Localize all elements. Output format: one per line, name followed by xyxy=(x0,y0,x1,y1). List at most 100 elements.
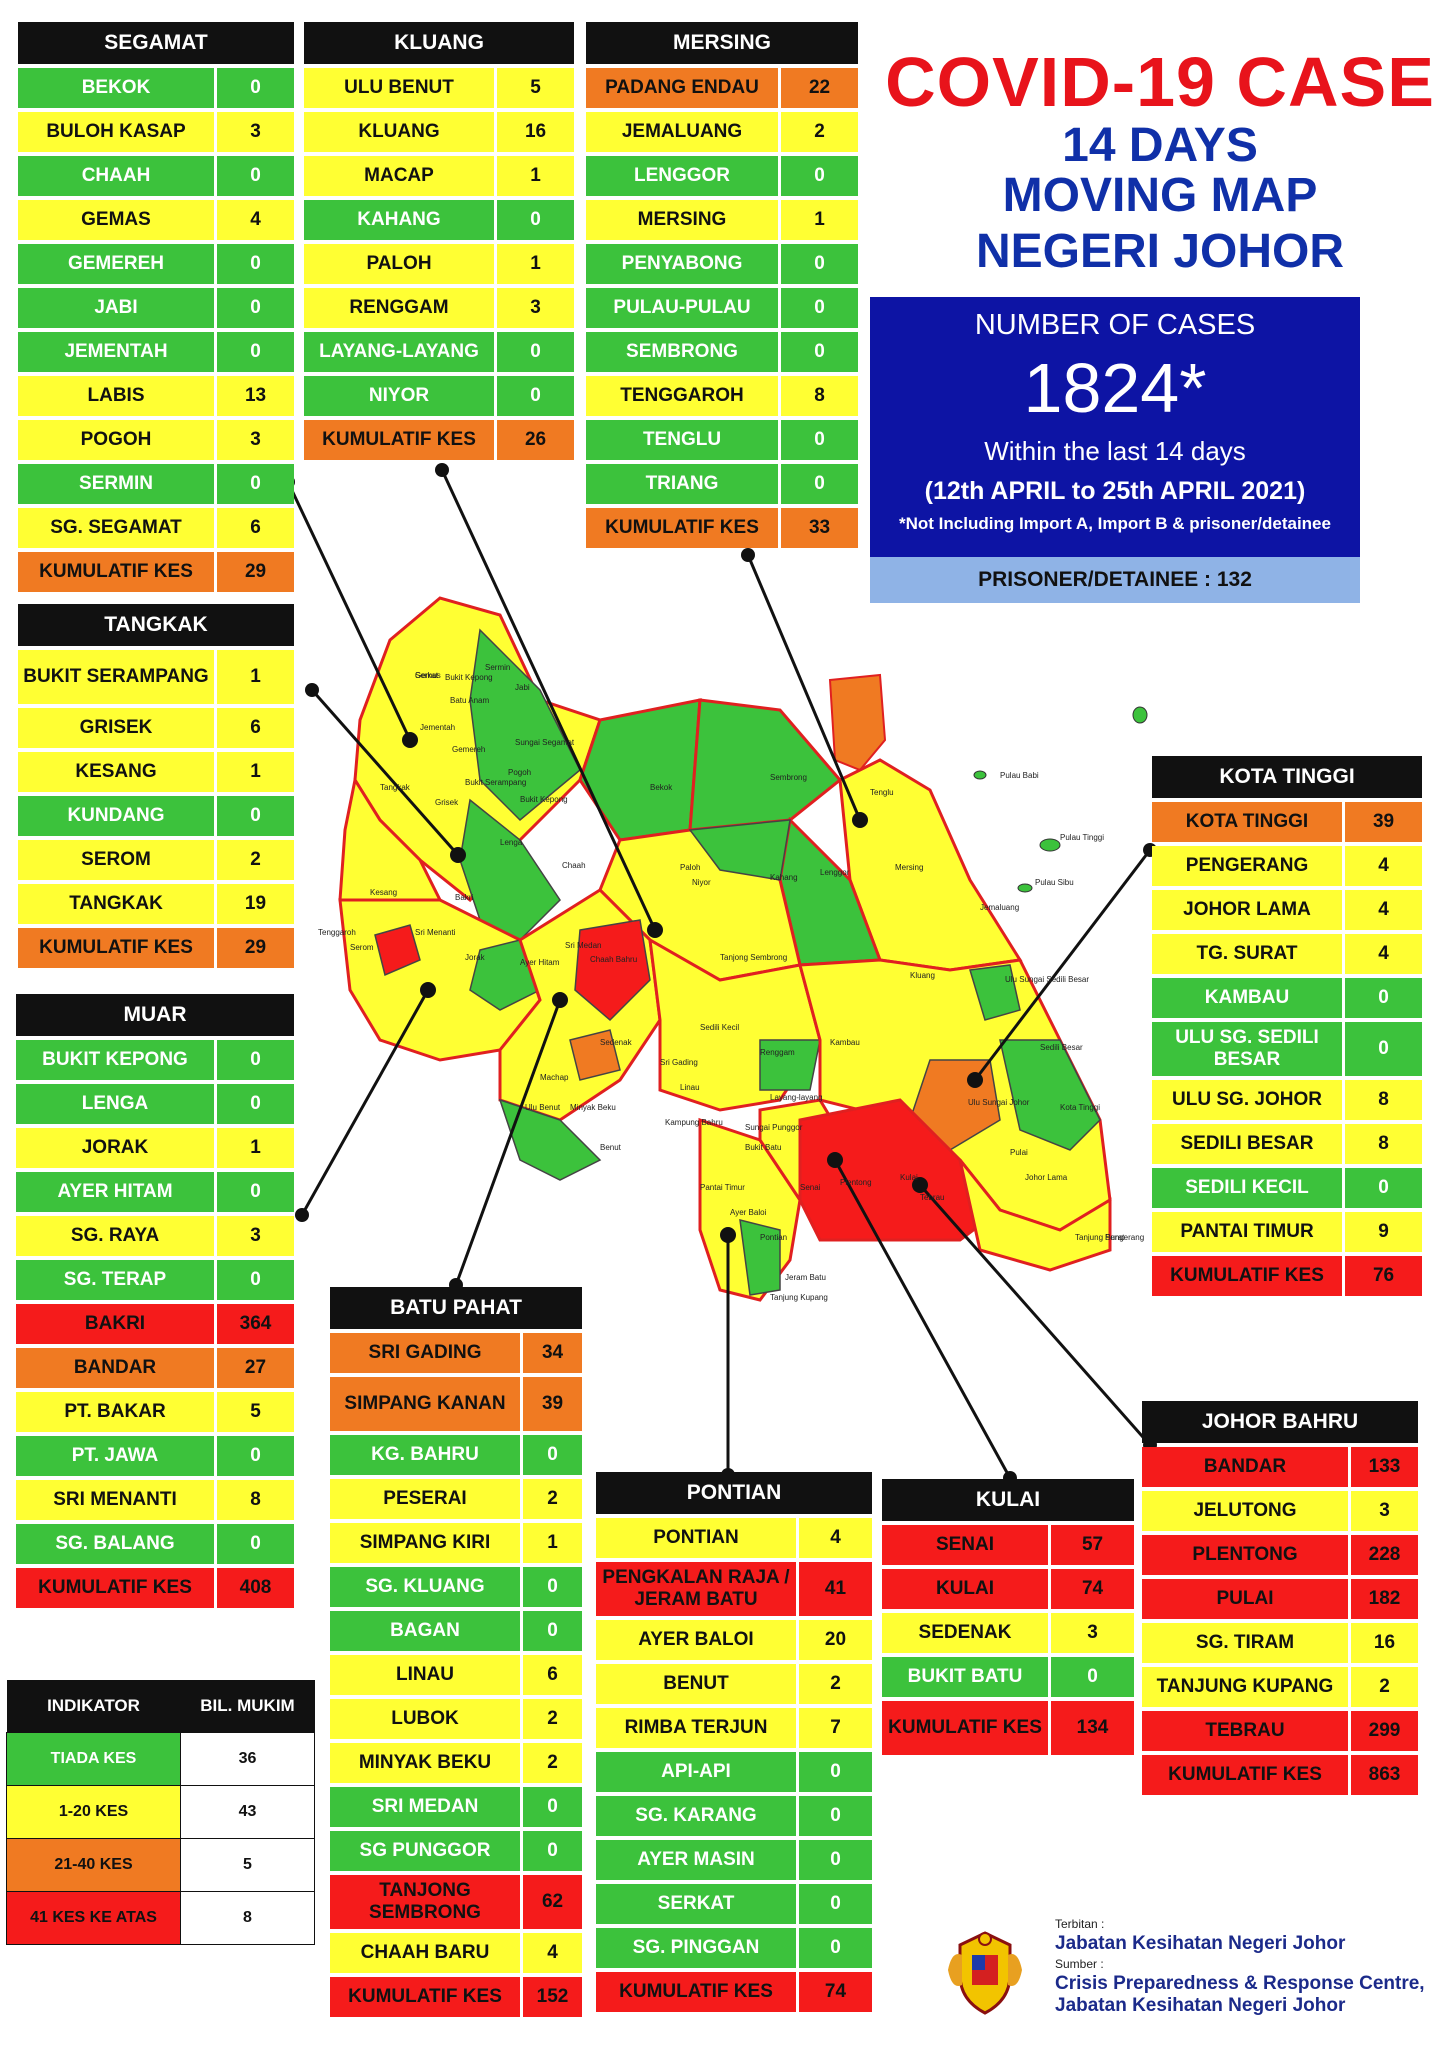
case-count: 41 xyxy=(796,1562,872,1616)
cases-heading: NUMBER OF CASES xyxy=(974,309,1256,341)
table-row: KESANG 1 xyxy=(18,752,294,792)
case-count: 0 xyxy=(214,1084,294,1124)
mukim-name: PENGKALAN RAJA / JERAM BATU xyxy=(596,1562,796,1616)
table-batu-pahat: BATU PAHAT SRI GADING 34 SIMPANG KANAN 39 KG… xyxy=(330,1283,583,2021)
mukim-name: SG. SEGAMAT xyxy=(18,508,214,548)
table-row: PLENTONG 228 xyxy=(1142,1535,1418,1575)
map-label: Tanjung Kupang xyxy=(770,1293,828,1302)
mukim-name: JEMENTAH xyxy=(18,332,214,372)
mukim-name: PALOH xyxy=(304,244,494,284)
legend-header-indikator: INDIKATOR xyxy=(6,1680,181,1733)
case-count: 1 xyxy=(494,244,575,284)
mukim-name: BULOH KASAP xyxy=(18,112,214,152)
case-count: 2 xyxy=(214,840,294,880)
mukim-name: SRI GADING xyxy=(330,1333,520,1373)
case-count: 0 xyxy=(214,288,295,328)
case-count: 6 xyxy=(520,1655,583,1695)
case-count: 0 xyxy=(1342,978,1423,1018)
case-count: 0 xyxy=(214,1436,294,1476)
map-region-kambau xyxy=(969,964,1021,1021)
case-count: 5 xyxy=(214,1392,294,1432)
map-region-batu-pahat-south xyxy=(498,1098,602,1181)
mukim-name: SG. TERAP xyxy=(16,1260,214,1300)
map-label: Pulau Babi xyxy=(1000,771,1039,780)
mukim-name: AYER HITAM xyxy=(16,1172,214,1212)
case-count: 3 xyxy=(1348,1491,1418,1531)
map-region-pengerang xyxy=(958,1159,1112,1272)
cumulative-row: KUMULATIF KES 76 xyxy=(1152,1256,1423,1296)
case-count: 0 xyxy=(214,1172,294,1212)
connector-kota-tinggi xyxy=(973,849,1152,1081)
table-row: SERKAT 0 xyxy=(596,1884,872,1924)
table-row: AYER BALOI 20 xyxy=(596,1620,872,1660)
mukim-name: KOTA TINGGI xyxy=(1152,802,1342,842)
cumulative-row: KUMULATIF KES 152 xyxy=(330,1977,583,2017)
mukim-name: ULU SG. JOHOR xyxy=(1152,1080,1342,1120)
case-count: 16 xyxy=(494,112,575,152)
case-count: 0 xyxy=(796,1796,872,1836)
mukim-name: RIMBA TERJUN xyxy=(596,1708,796,1748)
mukim-name: CHAAH xyxy=(18,156,214,196)
table-row: SERMIN 0 xyxy=(18,464,295,504)
legend-indicator: 41 KES KE ATAS xyxy=(6,1891,181,1945)
case-count: 13 xyxy=(214,376,295,416)
mukim-name: LENGA xyxy=(16,1084,214,1124)
table-row: BUKIT SERAMPANG 1 xyxy=(18,650,294,704)
table-row: GEMEREH 0 xyxy=(18,244,295,284)
table-row: PULAU-PULAU 0 xyxy=(586,288,859,328)
table-row: CHAAH BARU 4 xyxy=(330,1933,583,1973)
mukim-name: KLUANG xyxy=(304,112,494,152)
mukim-name: TRIANG xyxy=(586,464,778,504)
mukim-name: PENGERANG xyxy=(1152,846,1342,886)
mukim-name: TANJUNG KUPANG xyxy=(1142,1667,1348,1707)
table-row: TENGLU 0 xyxy=(586,420,859,460)
map-region-segamat-green xyxy=(469,628,581,822)
table-row: SEDENAK 3 xyxy=(882,1613,1135,1653)
map-label: Bukit Kepong xyxy=(445,673,493,682)
mukim-name: BUKIT KEPONG xyxy=(16,1040,214,1080)
table-row: AYER HITAM 0 xyxy=(16,1172,294,1212)
case-count: 182 xyxy=(1348,1579,1418,1619)
map-region-sri-gading xyxy=(569,1029,621,1081)
mukim-name: TENGLU xyxy=(586,420,778,460)
cumulative-row: KUMULATIF KES 26 xyxy=(304,420,575,460)
table-row: SIMPANG KIRI 1 xyxy=(330,1523,583,1563)
case-count: 0 xyxy=(796,1884,872,1924)
table-row: SG PUNGGOR 0 xyxy=(330,1831,583,1871)
mukim-name: TANJONG SEMBRONG xyxy=(330,1875,520,1929)
table-row: MACAP 1 xyxy=(304,156,575,196)
mukim-name: KUMULATIF KES xyxy=(18,552,214,592)
table-row: SRI MENANTI 8 xyxy=(16,1480,294,1520)
mukim-name: SG PUNGGOR xyxy=(330,1831,520,1871)
map-label: Ayer Hitam xyxy=(520,958,560,967)
district-name: MERSING xyxy=(586,22,859,64)
mukim-name: SG. TIRAM xyxy=(1142,1623,1348,1663)
case-count: 8 xyxy=(778,376,859,416)
subtitle-negeri-johor: NEGERI JOHOR xyxy=(975,225,1345,278)
mukim-name: GEMAS xyxy=(18,200,214,240)
case-count: 2 xyxy=(778,112,859,152)
map-label: Senai xyxy=(800,1183,821,1192)
table-johor-bahru: JOHOR BAHRU BANDAR 133 JELUTONG 3 PLENTONG 22… xyxy=(1142,1397,1418,1799)
mukim-name: PT. BAKAR xyxy=(16,1392,214,1432)
map-island-north xyxy=(1132,706,1148,724)
table-muar: MUAR BUKIT KEPONG 0 LENGA 0 JORAK 1 AYER HITAM… xyxy=(16,990,294,1612)
mukim-name: SG. KLUANG xyxy=(330,1567,520,1607)
footer-terbitan-label: Terbitan : xyxy=(1055,1917,1105,1931)
map-region-layang-layang xyxy=(759,1039,821,1091)
mukim-name: SEMBRONG xyxy=(586,332,778,372)
subtitle-moving-map: MOVING MAP xyxy=(1002,169,1318,222)
mukim-name: KUMULATIF KES xyxy=(882,1701,1048,1755)
case-count: 152 xyxy=(520,1977,583,2017)
map-islands xyxy=(973,706,1148,893)
map-label: Linau xyxy=(680,1083,700,1092)
case-count: 133 xyxy=(1348,1447,1418,1487)
case-count: 26 xyxy=(494,420,575,460)
table-row: JELUTONG 3 xyxy=(1142,1491,1418,1531)
case-count: 0 xyxy=(520,1831,583,1871)
footer-publisher: Jabatan Kesihatan Negeri Johor xyxy=(1055,1933,1346,1954)
table-row: JABI 0 xyxy=(18,288,295,328)
map-label: Ulu Benut xyxy=(525,1103,561,1112)
case-count: 2 xyxy=(1348,1667,1418,1707)
